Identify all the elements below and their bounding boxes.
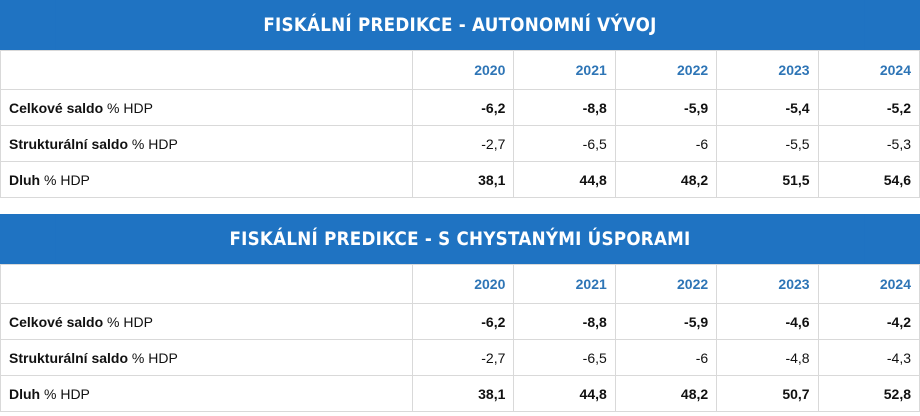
row-label-unit: % HDP <box>103 313 153 330</box>
row-label: Dluh % HDP <box>0 375 413 412</box>
year-header: 2020 <box>411 264 515 304</box>
value-cell: -6 <box>614 339 718 376</box>
data-table: 2020 2021 2022 2023 2024 Celkové saldo %… <box>0 50 920 198</box>
value-cell: -2,7 <box>411 339 515 376</box>
value-cell: -6 <box>614 125 718 162</box>
table-row: Strukturální saldo % HDP -2,7 -6,5 -6 -5… <box>0 125 920 162</box>
value-cell: -5,4 <box>716 89 819 126</box>
year-header: 2022 <box>614 264 718 304</box>
value-cell: -4,2 <box>817 303 920 340</box>
header-empty-cell <box>0 50 413 90</box>
header-row: 2020 2021 2022 2023 2024 <box>0 264 920 304</box>
year-header: 2021 <box>513 50 616 90</box>
row-label-unit: % HDP <box>40 171 90 188</box>
value-cell: 48,2 <box>614 161 718 198</box>
row-label-unit: % HDP <box>40 385 90 402</box>
banner-with-savings: FISKÁLNÍ PREDIKCE - S CHYSTANÝMI ÚSPORAM… <box>0 214 920 264</box>
value-cell: 50,7 <box>716 375 819 412</box>
row-label: Strukturální saldo % HDP <box>0 125 413 162</box>
value-cell: -5,9 <box>614 303 718 340</box>
table-row: Dluh % HDP 38,1 44,8 48,2 50,7 52,8 <box>0 375 920 412</box>
value-cell: 54,6 <box>817 161 920 198</box>
value-cell: -8,8 <box>513 303 616 340</box>
data-table: 2020 2021 2022 2023 2024 Celkové saldo %… <box>0 264 920 412</box>
year-header: 2024 <box>817 50 920 90</box>
banner-autonomous: FISKÁLNÍ PREDIKCE - AUTONOMNÍ VÝVOJ <box>0 0 920 50</box>
value-cell: -5,3 <box>817 125 920 162</box>
row-label-main: Strukturální saldo <box>9 135 129 152</box>
row-label: Dluh % HDP <box>0 161 413 198</box>
value-cell: 38,1 <box>411 161 515 198</box>
row-label: Celkové saldo % HDP <box>0 89 413 126</box>
year-header: 2021 <box>513 264 616 304</box>
header-row: 2020 2021 2022 2023 2024 <box>0 50 920 90</box>
value-cell: -8,8 <box>513 89 616 126</box>
value-cell: -5,9 <box>614 89 718 126</box>
value-cell: 48,2 <box>614 375 718 412</box>
value-cell: -5,5 <box>716 125 819 162</box>
header-empty-cell <box>0 264 413 304</box>
value-cell: -6,2 <box>411 303 515 340</box>
row-label-main: Celkové saldo <box>9 99 104 116</box>
value-cell: -6,5 <box>513 125 616 162</box>
table-with-savings: FISKÁLNÍ PREDIKCE - S CHYSTANÝMI ÚSPORAM… <box>0 214 920 412</box>
value-cell: 44,8 <box>513 161 616 198</box>
value-cell: 44,8 <box>513 375 616 412</box>
row-label-main: Strukturální saldo <box>9 349 129 366</box>
table-autonomous: FISKÁLNÍ PREDIKCE - AUTONOMNÍ VÝVOJ 2020… <box>0 0 920 198</box>
row-label-main: Celkové saldo <box>9 313 104 330</box>
row-label-main: Dluh <box>9 385 41 402</box>
year-header: 2020 <box>411 50 515 90</box>
table-row: Strukturální saldo % HDP -2,7 -6,5 -6 -4… <box>0 339 920 376</box>
row-label: Strukturální saldo % HDP <box>0 339 413 376</box>
value-cell: -4,6 <box>716 303 819 340</box>
year-header: 2024 <box>817 264 920 304</box>
value-cell: 52,8 <box>817 375 920 412</box>
value-cell: -5,2 <box>817 89 920 126</box>
value-cell: -2,7 <box>411 125 515 162</box>
row-label-main: Dluh <box>9 171 41 188</box>
row-label: Celkové saldo % HDP <box>0 303 413 340</box>
year-header: 2023 <box>716 50 819 90</box>
year-header: 2022 <box>614 50 718 90</box>
row-label-unit: % HDP <box>128 349 178 366</box>
row-label-unit: % HDP <box>128 135 178 152</box>
table-row: Celkové saldo % HDP -6,2 -8,8 -5,9 -5,4 … <box>0 89 920 126</box>
table-title: FISKÁLNÍ PREDIKCE - AUTONOMNÍ VÝVOJ <box>55 0 865 50</box>
table-row: Celkové saldo % HDP -6,2 -8,8 -5,9 -4,6 … <box>0 303 920 340</box>
row-label-unit: % HDP <box>103 99 153 116</box>
value-cell: -6,2 <box>411 89 515 126</box>
value-cell: 38,1 <box>411 375 515 412</box>
table-title: FISKÁLNÍ PREDIKCE - S CHYSTANÝMI ÚSPORAM… <box>55 214 865 264</box>
table-row: Dluh % HDP 38,1 44,8 48,2 51,5 54,6 <box>0 161 920 198</box>
value-cell: 51,5 <box>716 161 819 198</box>
value-cell: -4,3 <box>817 339 920 376</box>
year-header: 2023 <box>716 264 819 304</box>
value-cell: -6,5 <box>513 339 616 376</box>
value-cell: -4,8 <box>716 339 819 376</box>
